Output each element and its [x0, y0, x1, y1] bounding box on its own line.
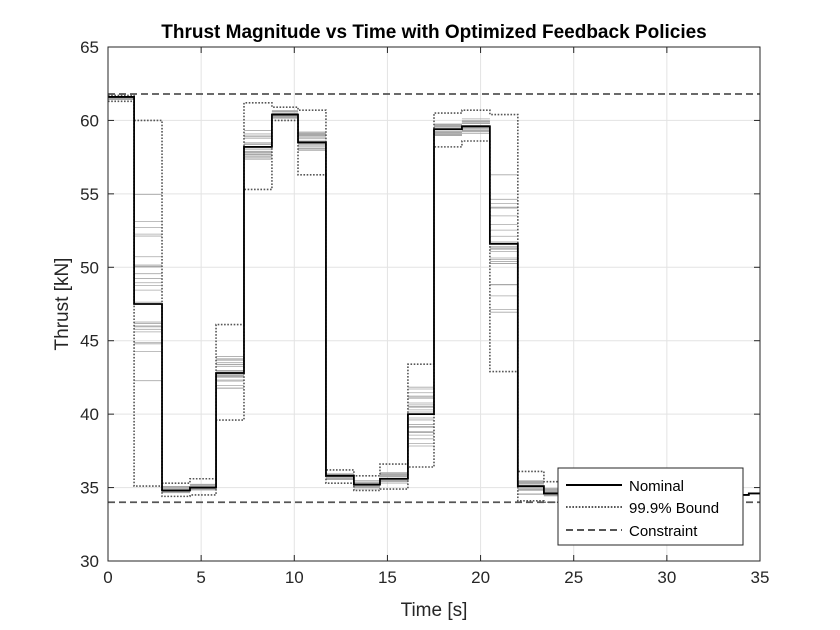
nominal-line — [108, 96, 760, 496]
legend-label-constraint: Constraint — [629, 523, 698, 540]
x-tick-label: 35 — [751, 568, 770, 587]
bound-lines — [108, 94, 572, 504]
y-tick-label: 50 — [80, 258, 99, 277]
y-tick-label: 60 — [80, 111, 99, 130]
y-tick-label: 40 — [80, 405, 99, 424]
y-tick-label: 65 — [80, 38, 99, 57]
x-tick-label: 25 — [564, 568, 583, 587]
x-tick-label: 30 — [657, 568, 676, 587]
x-tick-label: 15 — [378, 568, 397, 587]
x-axis-ticks: 0 5 10 15 20 25 30 35 — [103, 47, 769, 587]
x-axis-label: Time [s] — [401, 600, 468, 621]
y-tick-label: 55 — [80, 185, 99, 204]
x-tick-label: 10 — [285, 568, 304, 587]
y-tick-label: 30 — [80, 552, 99, 571]
x-tick-label: 5 — [196, 568, 205, 587]
y-tick-label: 35 — [80, 479, 99, 498]
chart-title: Thrust Magnitude vs Time with Optimized … — [161, 22, 706, 43]
bound-upper-line — [108, 94, 572, 484]
nominal-step-line — [108, 96, 760, 496]
y-tick-label: 45 — [80, 332, 99, 351]
plot-frame — [107, 46, 761, 562]
legend-label-bound: 99.9% Bound — [629, 500, 719, 517]
y-axis-ticks: 30 35 40 45 50 55 60 65 — [80, 38, 760, 571]
bound-lower-line — [108, 100, 572, 504]
legend: Nominal 99.9% Bound Constraint — [557, 467, 744, 546]
x-tick-label: 20 — [471, 568, 490, 587]
legend-label-nominal: Nominal — [629, 478, 684, 495]
y-axis-label: Thrust [kN] — [52, 258, 73, 351]
x-tick-label: 0 — [103, 568, 112, 587]
